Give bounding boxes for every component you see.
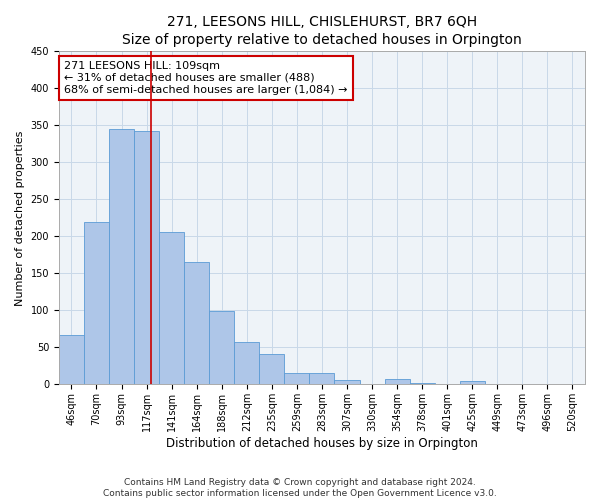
Bar — [334, 380, 359, 384]
Bar — [134, 130, 159, 384]
Title: 271, LEESONS HILL, CHISLEHURST, BR7 6QH
Size of property relative to detached ho: 271, LEESONS HILL, CHISLEHURST, BR7 6QH … — [122, 15, 522, 48]
Bar — [184, 262, 209, 384]
X-axis label: Distribution of detached houses by size in Orpington: Distribution of detached houses by size … — [166, 437, 478, 450]
Bar — [234, 342, 259, 384]
Bar — [209, 311, 234, 384]
Bar — [159, 232, 184, 384]
Bar — [310, 374, 334, 384]
Bar — [460, 380, 485, 384]
Text: 271 LEESONS HILL: 109sqm
← 31% of detached houses are smaller (488)
68% of semi-: 271 LEESONS HILL: 109sqm ← 31% of detach… — [64, 62, 347, 94]
Bar — [410, 383, 434, 384]
Text: Contains HM Land Registry data © Crown copyright and database right 2024.
Contai: Contains HM Land Registry data © Crown c… — [103, 478, 497, 498]
Bar — [385, 379, 410, 384]
Bar — [259, 354, 284, 384]
Bar — [284, 372, 310, 384]
Y-axis label: Number of detached properties: Number of detached properties — [15, 130, 25, 306]
Bar — [59, 335, 84, 384]
Bar — [84, 222, 109, 384]
Bar — [109, 129, 134, 384]
